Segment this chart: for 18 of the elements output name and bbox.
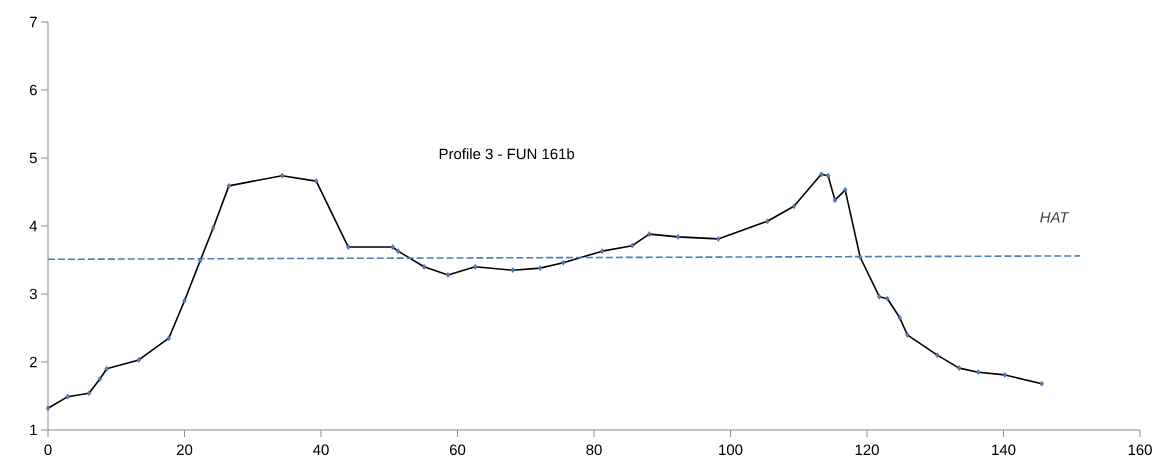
y-tick-label: 4	[29, 220, 38, 232]
x-tick-label: 120	[855, 444, 879, 456]
y-tick-label: 7	[29, 16, 37, 28]
y-tick-label: 2	[29, 356, 37, 368]
y-tick-label: 5	[29, 152, 37, 164]
text: Profile 3 - FUN 161b	[439, 148, 575, 160]
y-tick-label: 6	[29, 84, 37, 96]
x-tick-label: 100	[719, 444, 743, 456]
x-tick-label: 160	[1128, 444, 1152, 456]
x-tick-label: 140	[992, 444, 1016, 456]
x-tick-label: 0	[44, 444, 52, 456]
y-tick-label: 1	[30, 424, 37, 436]
text: HAT	[1040, 212, 1070, 223]
x-tick-label: 20	[176, 444, 193, 456]
x-tick-label: 40	[313, 444, 329, 456]
y-tick-label: 3	[29, 288, 37, 300]
x-tick-label: 60	[449, 444, 466, 456]
x-tick-label: 80	[586, 444, 602, 456]
